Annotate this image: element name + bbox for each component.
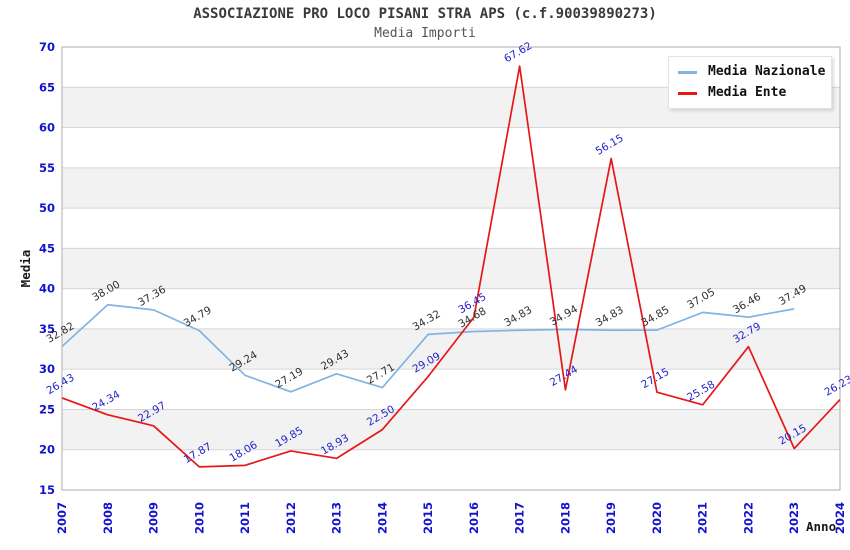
x-tick-label: 2017 — [513, 502, 527, 534]
x-tick-label: 2012 — [284, 502, 298, 534]
series-line-media-ente — [61, 65, 841, 468]
point-label-media-nazionale: 37.05 — [685, 286, 717, 311]
legend-swatch-media-nazionale — [678, 70, 697, 74]
x-tick-label: 2008 — [101, 502, 115, 534]
y-tick-label: 65 — [39, 80, 55, 94]
x-tick-label: 2024 — [833, 502, 847, 534]
x-tick-label: 2022 — [741, 502, 755, 534]
plot-band — [62, 328, 840, 370]
point-label-media-nazionale: 34.85 — [639, 304, 671, 329]
y-tick-label: 15 — [39, 483, 55, 497]
point-label-media-ente: 25.58 — [685, 378, 717, 403]
point-label-media-nazionale: 34.94 — [548, 303, 580, 329]
legend-swatch-media-ente — [678, 91, 697, 95]
y-tick-label: 20 — [39, 443, 55, 457]
legend-item-media-nazionale: Media Nazionale — [678, 64, 826, 79]
x-tick-label: 2018 — [558, 502, 572, 534]
point-label-media-nazionale: 34.79 — [182, 304, 214, 329]
y-tick-label: 45 — [39, 241, 55, 255]
x-tick-label: 2011 — [238, 502, 252, 534]
y-tick-label: 40 — [39, 282, 55, 296]
point-label-media-nazionale: 34.83 — [594, 304, 626, 329]
y-tick-label: 35 — [39, 322, 55, 336]
point-label-media-ente: 67.62 — [502, 40, 534, 65]
y-tick-label: 70 — [39, 40, 55, 54]
point-label-media-ente: 26.23 — [822, 373, 850, 398]
x-tick-label: 2019 — [604, 502, 618, 534]
point-label-media-nazionale: 36.46 — [731, 291, 763, 317]
plot-band — [62, 409, 840, 450]
y-axis-label: Media — [18, 250, 33, 288]
x-tick-label: 2014 — [375, 502, 389, 534]
x-tick-label: 2010 — [192, 502, 206, 534]
chart-subtitle: Media Importi — [374, 26, 476, 41]
y-tick-label: 25 — [39, 402, 55, 416]
x-tick-label: 2020 — [650, 502, 664, 534]
plot-border — [61, 46, 841, 491]
plot-band — [62, 167, 840, 209]
point-label-media-ente: 56.15 — [594, 132, 626, 157]
x-tick-label: 2023 — [787, 502, 801, 534]
point-label-media-nazionale: 34.83 — [502, 304, 534, 329]
series-line-media-nazionale — [61, 303, 795, 393]
x-tick-label: 2016 — [467, 502, 481, 534]
y-tick-label: 60 — [39, 121, 55, 135]
y-tick-label: 55 — [39, 161, 55, 175]
x-tick-label: 2021 — [696, 502, 710, 534]
x-tick-label: 2009 — [147, 502, 161, 534]
chart-title: ASSOCIAZIONE PRO LOCO PISANI STRA APS (c… — [193, 6, 657, 22]
legend: Media Nazionale Media Ente — [668, 56, 832, 109]
legend-item-media-ente: Media Ente — [678, 86, 822, 100]
plot-band — [62, 248, 840, 289]
legend-label-media-ente: Media Ente — [708, 85, 787, 100]
x-tick-label: 2013 — [330, 502, 344, 534]
legend-label-media-nazionale: Media Nazionale — [708, 64, 826, 79]
x-tick-label: 2007 — [55, 502, 69, 534]
y-tick-label: 50 — [39, 201, 55, 215]
x-axis-label: Anno — [806, 519, 836, 534]
x-tick-label: 2015 — [421, 502, 435, 534]
y-tick-label: 30 — [39, 362, 55, 376]
